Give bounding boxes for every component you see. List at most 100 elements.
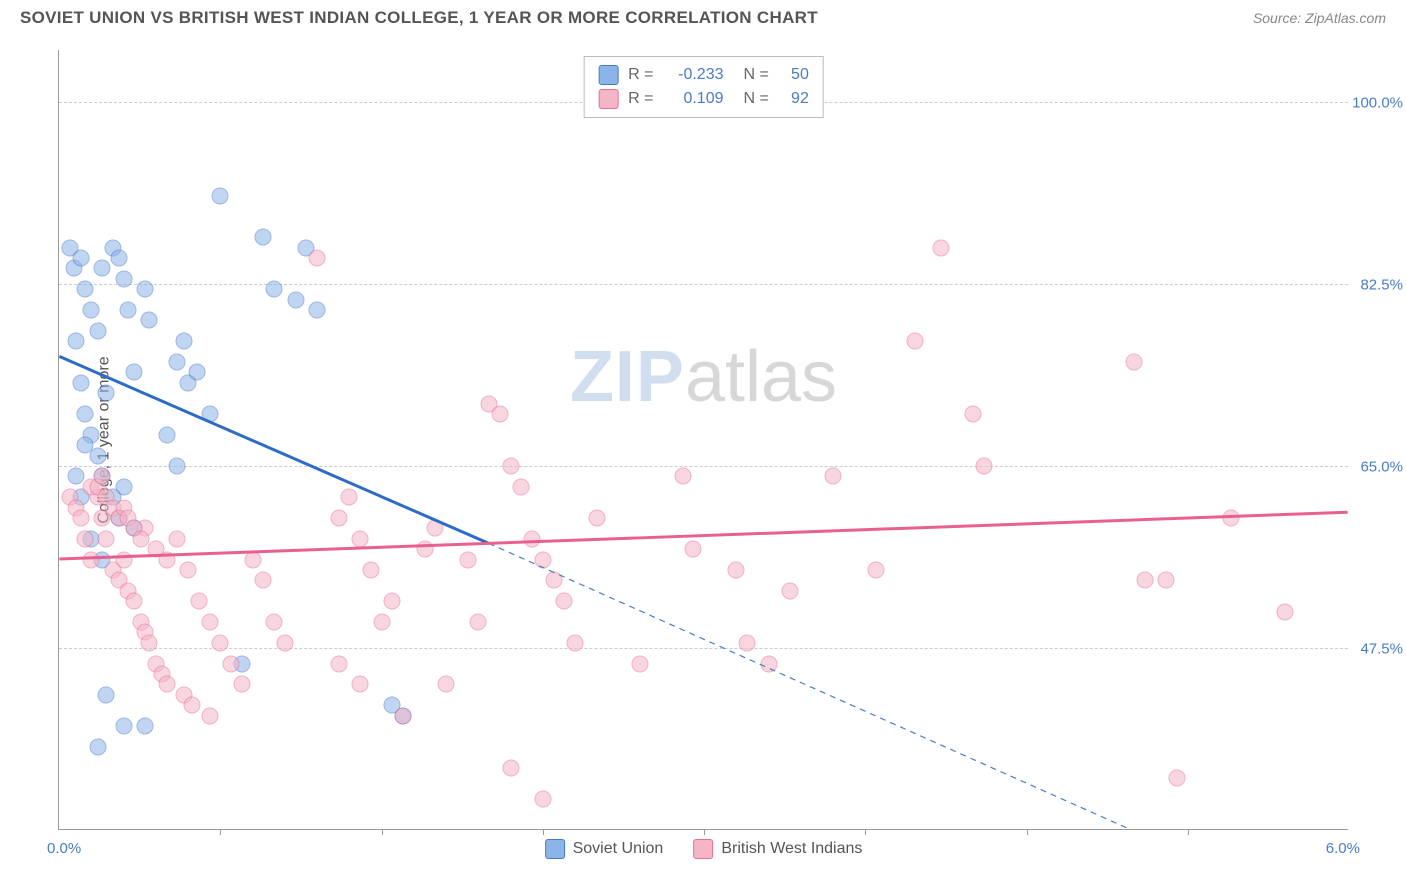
- scatter-point: [513, 478, 530, 495]
- scatter-point: [115, 478, 132, 495]
- gridline: 47.5%: [59, 648, 1348, 649]
- x-tick: [865, 829, 866, 835]
- scatter-point: [868, 562, 885, 579]
- scatter-point: [266, 614, 283, 631]
- chart-title: SOVIET UNION VS BRITISH WEST INDIAN COLL…: [20, 8, 818, 28]
- scatter-point: [287, 291, 304, 308]
- scatter-point: [83, 302, 100, 319]
- scatter-point: [223, 655, 240, 672]
- scatter-point: [567, 634, 584, 651]
- scatter-point: [631, 655, 648, 672]
- y-tick-label: 82.5%: [1360, 277, 1403, 294]
- scatter-point: [141, 634, 158, 651]
- scatter-point: [438, 676, 455, 693]
- scatter-point: [83, 551, 100, 568]
- scatter-point: [341, 489, 358, 506]
- y-tick-label: 47.5%: [1360, 641, 1403, 658]
- scatter-point: [132, 530, 149, 547]
- scatter-point: [309, 302, 326, 319]
- scatter-point: [158, 676, 175, 693]
- scatter-point: [169, 458, 186, 475]
- legend-item-soviet: Soviet Union: [545, 839, 664, 859]
- scatter-point: [674, 468, 691, 485]
- scatter-point: [115, 718, 132, 735]
- chart-plot-area: College, 1 year or more 47.5%65.0%82.5%1…: [58, 50, 1348, 830]
- watermark: ZIPatlas: [570, 336, 837, 418]
- scatter-point: [932, 239, 949, 256]
- gridline: 82.5%: [59, 284, 1348, 285]
- scatter-point: [115, 551, 132, 568]
- swatch-bwi-icon: [598, 89, 618, 109]
- x-axis-max-label: 6.0%: [1326, 840, 1360, 857]
- x-tick: [543, 829, 544, 835]
- scatter-point: [201, 707, 218, 724]
- scatter-point: [158, 426, 175, 443]
- scatter-point: [190, 593, 207, 610]
- scatter-point: [188, 364, 205, 381]
- scatter-point: [111, 250, 128, 267]
- stat-r-value-bwi: 0.109: [664, 90, 724, 108]
- stat-n-label: N =: [744, 66, 769, 84]
- stat-r-label: R =: [628, 66, 653, 84]
- scatter-point: [556, 593, 573, 610]
- chart-source: Source: ZipAtlas.com: [1253, 10, 1386, 26]
- scatter-point: [309, 250, 326, 267]
- scatter-point: [975, 458, 992, 475]
- x-tick: [382, 829, 383, 835]
- scatter-point: [470, 614, 487, 631]
- stat-row-bwi: R = 0.109 N = 92: [598, 87, 809, 111]
- scatter-point: [502, 759, 519, 776]
- correlation-stat-box: R = -0.233 N = 50 R = 0.109 N = 92: [583, 56, 824, 118]
- scatter-point: [94, 468, 111, 485]
- swatch-soviet-icon: [545, 839, 565, 859]
- scatter-point: [89, 322, 106, 339]
- swatch-soviet-icon: [598, 65, 618, 85]
- legend-bottom: Soviet Union British West Indians: [545, 839, 863, 859]
- stat-r-label: R =: [628, 90, 653, 108]
- scatter-point: [502, 458, 519, 475]
- stat-row-soviet: R = -0.233 N = 50: [598, 63, 809, 87]
- x-tick: [1188, 829, 1189, 835]
- scatter-point: [72, 510, 89, 527]
- scatter-point: [534, 790, 551, 807]
- scatter-point: [115, 270, 132, 287]
- scatter-point: [72, 374, 89, 391]
- scatter-point: [169, 354, 186, 371]
- scatter-point: [76, 281, 93, 298]
- y-tick-label: 100.0%: [1352, 95, 1403, 112]
- scatter-point: [330, 655, 347, 672]
- scatter-point: [76, 437, 93, 454]
- scatter-point: [384, 593, 401, 610]
- stat-r-value-soviet: -0.233: [664, 66, 724, 84]
- scatter-point: [201, 614, 218, 631]
- scatter-point: [175, 333, 192, 350]
- watermark-right: atlas: [685, 337, 837, 417]
- scatter-point: [739, 634, 756, 651]
- stat-n-value-soviet: 50: [779, 66, 809, 84]
- scatter-point: [255, 572, 272, 589]
- x-axis-min-label: 0.0%: [47, 840, 81, 857]
- legend-label-soviet: Soviet Union: [573, 840, 664, 858]
- legend-label-bwi: British West Indians: [721, 840, 862, 858]
- scatter-point: [169, 530, 186, 547]
- scatter-point: [158, 551, 175, 568]
- scatter-point: [212, 187, 229, 204]
- scatter-point: [459, 551, 476, 568]
- scatter-point: [212, 634, 229, 651]
- scatter-point: [373, 614, 390, 631]
- scatter-point: [362, 562, 379, 579]
- scatter-point: [728, 562, 745, 579]
- scatter-point: [94, 260, 111, 277]
- scatter-point: [137, 281, 154, 298]
- scatter-point: [685, 541, 702, 558]
- scatter-point: [964, 406, 981, 423]
- scatter-point: [760, 655, 777, 672]
- scatter-point: [1136, 572, 1153, 589]
- scatter-point: [126, 593, 143, 610]
- scatter-point: [244, 551, 261, 568]
- stat-n-value-bwi: 92: [779, 90, 809, 108]
- x-tick: [704, 829, 705, 835]
- scatter-point: [72, 250, 89, 267]
- y-tick-label: 65.0%: [1360, 459, 1403, 476]
- scatter-point: [76, 406, 93, 423]
